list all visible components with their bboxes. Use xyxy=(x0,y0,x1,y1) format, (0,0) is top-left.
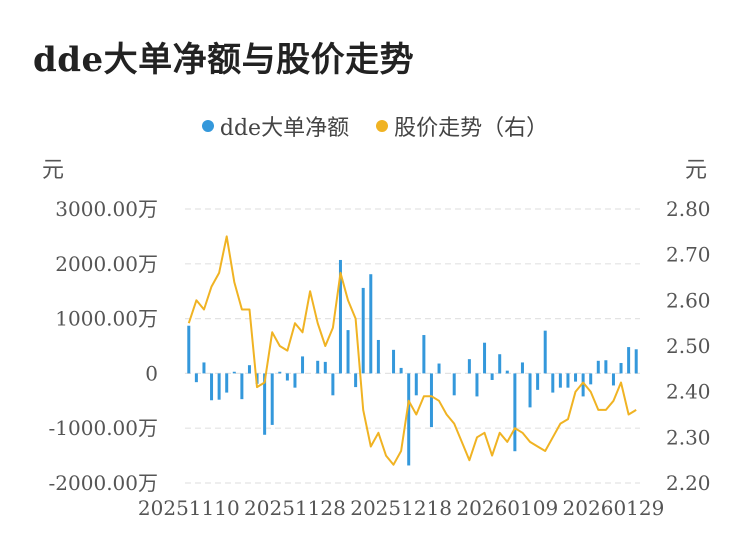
line-series xyxy=(187,235,637,466)
chart-title: dde大单净额与股价走势 xyxy=(33,40,415,80)
y-left-unit-label: 元 xyxy=(42,158,64,183)
dde-bar xyxy=(293,373,297,388)
dde-bar xyxy=(452,373,456,396)
dde-bar xyxy=(505,370,509,374)
grid-lines xyxy=(185,208,640,484)
dde-bar xyxy=(634,349,638,374)
dde-bar xyxy=(558,373,562,388)
y-right-tick-label: 2.80 xyxy=(666,197,711,221)
legend-item-price[interactable]: 股价走势（右） xyxy=(376,110,548,142)
dde-bar xyxy=(490,373,494,380)
dde-bar xyxy=(581,373,585,397)
dde-bar xyxy=(429,373,433,428)
dde-bar xyxy=(194,373,198,383)
dde-bar xyxy=(338,259,342,374)
dde-bar xyxy=(399,367,403,374)
dde-bar xyxy=(498,354,502,374)
y-left-tick-label: -2000.00万 xyxy=(49,471,158,495)
dde-bar xyxy=(528,373,532,408)
dde-bar xyxy=(376,339,380,374)
dde-bar xyxy=(475,373,479,397)
dde-bar xyxy=(361,287,365,374)
legend-dot-price-icon xyxy=(376,120,389,132)
dde-bar xyxy=(407,373,411,466)
dde-bar xyxy=(301,356,305,374)
y-right-tick-label: 2.60 xyxy=(666,288,711,312)
x-tick-label: 20251218 xyxy=(350,496,452,520)
legend-dot-dde-icon xyxy=(201,120,214,132)
dde-bar xyxy=(596,360,600,374)
y-right-tick-label: 2.40 xyxy=(666,380,711,404)
x-tick-label: 20251128 xyxy=(244,496,346,520)
dde-bar xyxy=(187,325,191,374)
dde-bar xyxy=(513,373,517,452)
dde-bar xyxy=(316,360,320,374)
dde-bar xyxy=(543,330,547,374)
dde-bar xyxy=(346,330,350,374)
y-right-tick-label: 2.70 xyxy=(666,243,711,267)
dde-bar xyxy=(392,349,396,374)
dde-bar xyxy=(536,373,540,390)
dde-bar xyxy=(232,371,236,374)
dde-bar xyxy=(247,365,251,374)
dde-bar xyxy=(278,371,282,374)
dde-bar xyxy=(437,363,441,374)
y-right-tick-label: 2.30 xyxy=(666,425,711,449)
dde-bar xyxy=(422,335,426,374)
dde-bar xyxy=(263,373,267,435)
dde-bar xyxy=(566,373,570,388)
dde-bar xyxy=(240,373,244,400)
x-tick-label: 20251110 xyxy=(138,496,240,520)
dde-bar xyxy=(589,373,593,385)
y-left-tick-label: 3000.00万 xyxy=(55,197,158,221)
dde-bar xyxy=(285,373,289,381)
dde-bar xyxy=(467,359,471,374)
dde-bar xyxy=(574,373,578,382)
y-right-tick-label: 2.50 xyxy=(666,334,711,358)
dde-bar xyxy=(331,373,335,396)
dde-bar xyxy=(210,373,214,401)
legend-label-dde: dde大单净额 xyxy=(219,116,350,141)
dde-bar xyxy=(354,373,358,388)
x-tick-label: 20260129 xyxy=(563,496,665,520)
dde-bar xyxy=(611,373,615,386)
axes: 3000.00万 2000.00万 1000.00万 0 -1000.00万 -2000.… xyxy=(42,158,711,520)
dde-bar xyxy=(323,361,327,374)
dde-bar xyxy=(369,274,373,374)
price-line xyxy=(187,235,637,466)
x-tick-label: 20260109 xyxy=(456,496,558,520)
y-right-unit-label: 元 xyxy=(685,158,707,183)
dde-bar xyxy=(520,362,524,374)
dde-bar xyxy=(202,362,206,374)
dde-bar xyxy=(551,373,555,393)
dde-bar xyxy=(217,373,221,400)
dde-bar xyxy=(414,373,418,396)
legend-label-price: 股价走势（右） xyxy=(394,116,549,141)
y-left-tick-label: 0 xyxy=(145,361,158,385)
y-left-tick-label: 1000.00万 xyxy=(55,307,158,331)
legend-item-dde[interactable]: dde大单净额 xyxy=(201,110,350,142)
dde-bar xyxy=(270,373,274,425)
dde-bar xyxy=(225,373,229,393)
dde-bar xyxy=(627,347,631,374)
dde-bar xyxy=(619,362,623,374)
dde-bar xyxy=(604,360,608,374)
y-left-tick-label: 2000.00万 xyxy=(55,252,158,276)
y-right-tick-label: 2.20 xyxy=(666,471,711,495)
dde-bar xyxy=(483,342,487,374)
y-left-tick-label: -1000.00万 xyxy=(49,416,158,440)
legend: dde大单净额 股价走势（右） xyxy=(0,110,750,142)
